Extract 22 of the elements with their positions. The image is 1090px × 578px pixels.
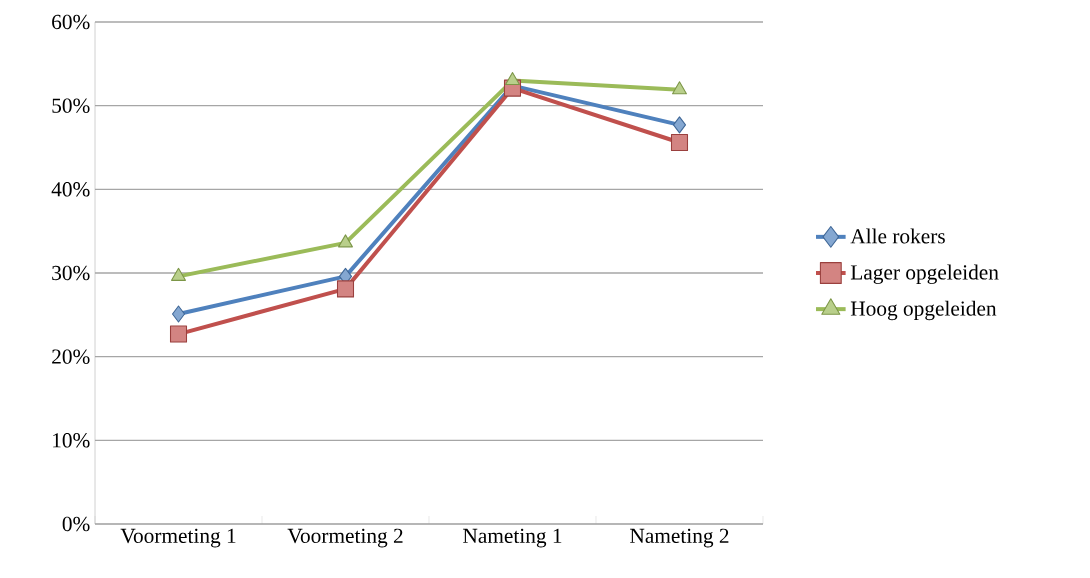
- point: [336, 280, 355, 298]
- legend-label: Lager opgeleiden: [850, 264, 999, 284]
- point: [171, 305, 186, 323]
- point: [505, 72, 520, 86]
- point: [672, 116, 687, 134]
- y-tick-label: 50%: [52, 98, 90, 113]
- legend-label: Hoog opgeleiden: [850, 300, 997, 321]
- x-tick-label: Voormeting 1: [120, 528, 236, 548]
- y-tick-label: 20%: [52, 349, 90, 364]
- y-tick-label: 0%: [62, 516, 90, 532]
- x-tick-label: Nameting 1: [463, 528, 562, 548]
- x-tick-label: Nameting 2: [630, 528, 729, 548]
- point: [169, 325, 188, 343]
- y-tick-label: 10%: [53, 433, 90, 448]
- legend-label: Alle rokers: [850, 228, 945, 244]
- y-tick-label: 40%: [51, 182, 90, 197]
- y-tick-label: 30%: [52, 265, 90, 281]
- x-tick-label: Voormeting 2: [287, 528, 403, 548]
- point: [670, 133, 689, 152]
- point: [672, 81, 687, 95]
- point: [338, 234, 353, 248]
- y-tick-label: 60%: [52, 14, 90, 30]
